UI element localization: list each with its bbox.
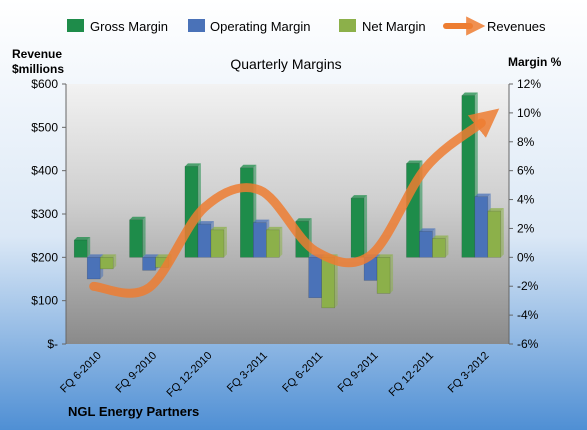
bar-top-net-margin [266, 226, 283, 230]
bar-top-net-margin [377, 254, 394, 258]
bar-side-net-margin [500, 208, 504, 258]
bar-net-margin [487, 210, 502, 258]
right-tick-label: -6% [517, 337, 539, 351]
bar-top-gross-margin [184, 163, 201, 167]
bar-top-gross-margin [351, 195, 368, 199]
legend: Gross Margin Operating Margin Net Margin… [67, 16, 546, 36]
right-tick-label: 8% [517, 135, 535, 149]
right-tick-label: 4% [517, 193, 535, 207]
right-axis-label: Margin % [508, 55, 562, 69]
bar-gross-margin [461, 95, 476, 258]
legend-swatch-net-margin [339, 19, 356, 32]
revenue-line-path [89, 108, 500, 298]
legend-label-net-margin: Net Margin [362, 19, 426, 34]
bar-operating-margin [142, 257, 156, 271]
bar-side-net-margin [279, 226, 283, 258]
bar-net-margin [210, 229, 225, 258]
bar-net-margin [432, 238, 446, 258]
bar-side-net-margin [445, 235, 449, 258]
bar-top-gross-margin [295, 218, 312, 222]
bar-top-net-margin [487, 208, 504, 212]
right-tick-label: 6% [517, 164, 535, 178]
bar-net-margin [266, 229, 280, 258]
left-tick-label: $600 [31, 77, 58, 91]
right-tick-label: 2% [517, 221, 535, 235]
left-tick-label: $400 [31, 164, 58, 178]
bar-side-net-margin [334, 254, 338, 308]
bar-side-gross-margin [142, 216, 146, 258]
bar-top-operating-margin [197, 221, 214, 225]
left-axis-label-line1: Revenue [12, 47, 62, 61]
footer-company: NGL Energy Partners [68, 404, 199, 419]
bar-side-gross-margin [364, 195, 368, 258]
bar-gross-margin [350, 197, 365, 258]
legend-swatch-operating-margin [188, 19, 205, 32]
right-tick-label: 0% [517, 250, 535, 264]
bar-operating-margin [86, 257, 101, 280]
legend-label-revenues: Revenues [487, 19, 546, 34]
left-axis: $- $100 $200 $300 $400 $500 $600 [31, 77, 67, 351]
bar-gross-margin [240, 167, 254, 258]
left-tick-label: $- [47, 337, 58, 351]
bar-net-margin [376, 257, 391, 294]
right-axis: -6% -4% -2% 0% 2% 4% 6% 8% 10% 12% [508, 77, 541, 351]
bar-side-gross-margin [87, 237, 91, 258]
bar-top-net-margin [210, 226, 227, 230]
bar-net-margin [321, 257, 335, 309]
legend-label-operating-margin: Operating Margin [210, 19, 310, 34]
bar-operating-margin [308, 257, 322, 299]
bar-side-net-margin [390, 254, 394, 294]
bar-top-gross-margin [406, 160, 423, 164]
bar-operating-margin [474, 196, 489, 258]
bar-net-margin [99, 257, 114, 270]
right-tick-label: -2% [517, 279, 539, 293]
revenue-line [89, 108, 500, 298]
bar-top-operating-margin [419, 228, 436, 232]
bar-top-gross-margin [461, 92, 478, 96]
bar-top-net-margin [100, 254, 117, 258]
bar-top-gross-margin [129, 216, 146, 220]
legend-label-gross-margin: Gross Margin [90, 19, 168, 34]
bar-top-operating-margin [474, 193, 491, 197]
bar-top-operating-margin [253, 219, 270, 223]
right-tick-label: 10% [517, 106, 541, 120]
left-tick-label: $200 [31, 250, 58, 264]
bar-top-operating-margin [87, 254, 104, 258]
bar-gross-margin [73, 239, 88, 258]
bar-side-net-margin [113, 254, 117, 269]
bar-series [73, 92, 504, 309]
legend-swatch-gross-margin [67, 19, 84, 32]
bar-top-operating-margin [142, 254, 159, 258]
bar-gross-margin [129, 219, 143, 258]
left-tick-label: $300 [31, 207, 58, 221]
bar-top-gross-margin [240, 164, 257, 168]
bar-side-net-margin [223, 226, 227, 258]
right-tick-label: -4% [517, 308, 539, 322]
bar-operating-margin [197, 223, 212, 258]
bar-top-net-margin [432, 235, 449, 239]
left-axis-label-line2: $millions [12, 62, 64, 76]
left-tick-label: $500 [31, 120, 58, 134]
chart-title: Quarterly Margins [230, 56, 341, 72]
bar-operating-margin [419, 231, 433, 258]
bar-top-gross-margin [74, 237, 91, 240]
left-tick-label: $100 [31, 294, 58, 308]
right-tick-label: 12% [517, 77, 541, 91]
bar-operating-margin [253, 222, 267, 258]
